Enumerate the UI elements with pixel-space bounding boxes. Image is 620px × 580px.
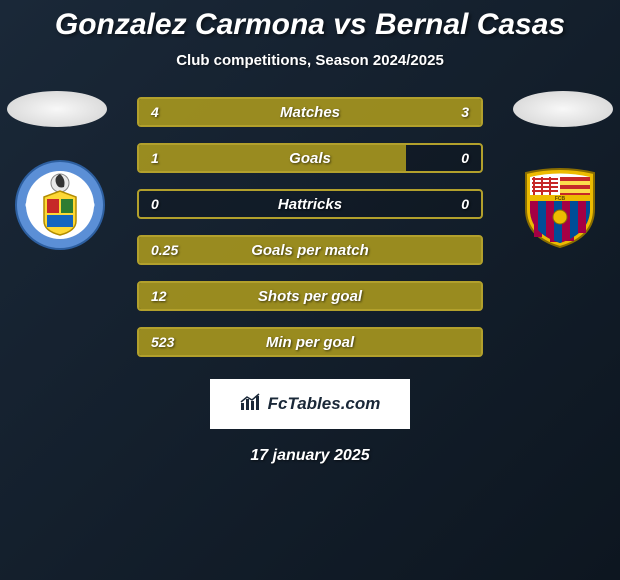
comparison-card: Gonzalez Carmona vs Bernal Casas Club co…: [0, 0, 620, 580]
player-left-avatar: [7, 91, 107, 127]
subtitle: Club competitions, Season 2024/2025: [176, 52, 444, 69]
brand-text: FcTables.com: [268, 394, 381, 414]
stat-label: Goals: [289, 150, 331, 167]
stat-row: 523 Min per goal: [137, 327, 483, 357]
page-title: Gonzalez Carmona vs Bernal Casas: [55, 8, 565, 42]
stat-label: Matches: [280, 104, 340, 121]
stat-value-left: 1: [151, 150, 159, 166]
stat-value-right: 0: [461, 150, 469, 166]
stats-column: 4 Matches 3 1 Goals 0 0 Hattricks 0 0.25 Goals per…: [137, 97, 483, 357]
club-left-badge: [14, 159, 106, 251]
stat-row: 12 Shots per goal: [137, 281, 483, 311]
stat-value-left: 0: [151, 196, 159, 212]
main-area: 4 Matches 3 1 Goals 0 0 Hattricks 0 0.25 Goals per…: [0, 97, 620, 357]
stat-fill-left: [139, 145, 406, 171]
stat-value-right: 0: [461, 196, 469, 212]
stat-row: 4 Matches 3: [137, 97, 483, 127]
stat-label: Goals per match: [251, 242, 369, 259]
club-right-badge: FCB: [514, 159, 606, 251]
stat-value-left: 523: [151, 334, 174, 350]
stat-row: 1 Goals 0: [137, 143, 483, 173]
stat-value-left: 0.25: [151, 242, 178, 258]
player-right-avatar: [513, 91, 613, 127]
stat-label: Min per goal: [266, 334, 354, 351]
getafe-crest-icon: [14, 159, 106, 251]
player-right-column: FCB: [483, 97, 603, 251]
stat-value-right: 3: [461, 104, 469, 120]
stat-value-left: 12: [151, 288, 167, 304]
barcelona-crest-icon: FCB: [514, 159, 606, 251]
stat-label: Hattricks: [278, 196, 342, 213]
stat-fill-right: [334, 99, 481, 125]
brand-logo[interactable]: FcTables.com: [210, 379, 410, 429]
stat-row: 0 Hattricks 0: [137, 189, 483, 219]
player-left-column: [17, 97, 137, 251]
stat-label: Shots per goal: [258, 288, 362, 305]
date-label: 17 january 2025: [250, 447, 369, 465]
stat-value-left: 4: [151, 104, 159, 120]
chart-icon: [240, 393, 262, 416]
stat-row: 0.25 Goals per match: [137, 235, 483, 265]
